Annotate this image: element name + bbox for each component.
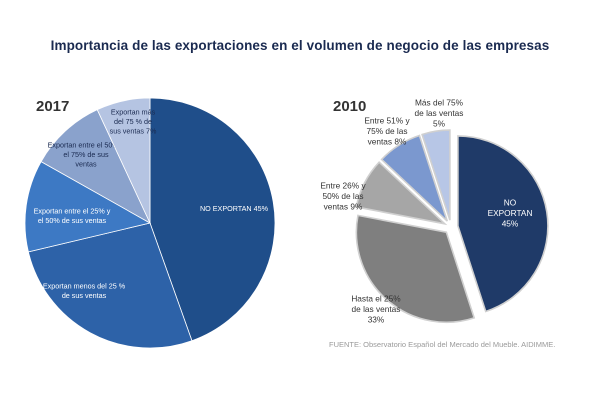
pie-2017-year-label: 2017 [36,98,69,115]
chart-title: Importancia de las exportaciones en el v… [50,38,550,53]
pie-2010-label-4: Entre 51% y 75% de las ventas 8% [364,116,410,147]
pie-2017-slice-3 [24,161,152,253]
pie-2017-slice-4 [40,109,151,224]
pie-2010-label-3: Entre 26% y 50% de las ventas 9% [320,181,366,212]
pie-2017-slice-1 [149,97,276,342]
pie-2017-label-3: Exportan entre el 25% y el 50% de sus ven… [34,206,111,225]
pie-2010-label-5: Más del 75% de las ventas 5% [415,98,464,129]
pie-2010-label-1: NO EXPORTAN 45% [488,198,533,229]
pie-2017-slice-2 [27,222,193,349]
pie-2010-label-2: Hasta el 25% de las ventas 33% [351,294,401,325]
source-note: FUENTE: Observatorio Español del Mercado… [329,340,555,349]
pie-2017-label-5: Exportan más del 75 % de sus ventas 7% [110,108,157,136]
pie-2017-label-2: Exportan menos del 25 % de sus ventas [43,281,126,300]
pie-2010-slice-2 [355,214,476,324]
pie-chart-2017: NO EXPORTAN 45% Exportan menos del 25 % de… [24,97,276,349]
pie-2010-slice-5 [421,129,451,221]
pie-2010-slice-3 [355,161,448,226]
pie-2010-slice-1 [457,135,549,313]
pie-2010-year-label: 2010 [333,98,366,115]
pie-2017-label-4: Exportan entre el 50% y el 75% de sus vent… [48,141,125,169]
pie-chart-2010: NO EXPORTAN 45% Hasta el 25% de las ventas 33… [320,98,549,325]
pie-2010-slice-4 [380,134,449,222]
pie-2017-label-1: NO EXPORTAN 45% [200,204,269,213]
pie-2017-slice-5 [96,97,151,224]
